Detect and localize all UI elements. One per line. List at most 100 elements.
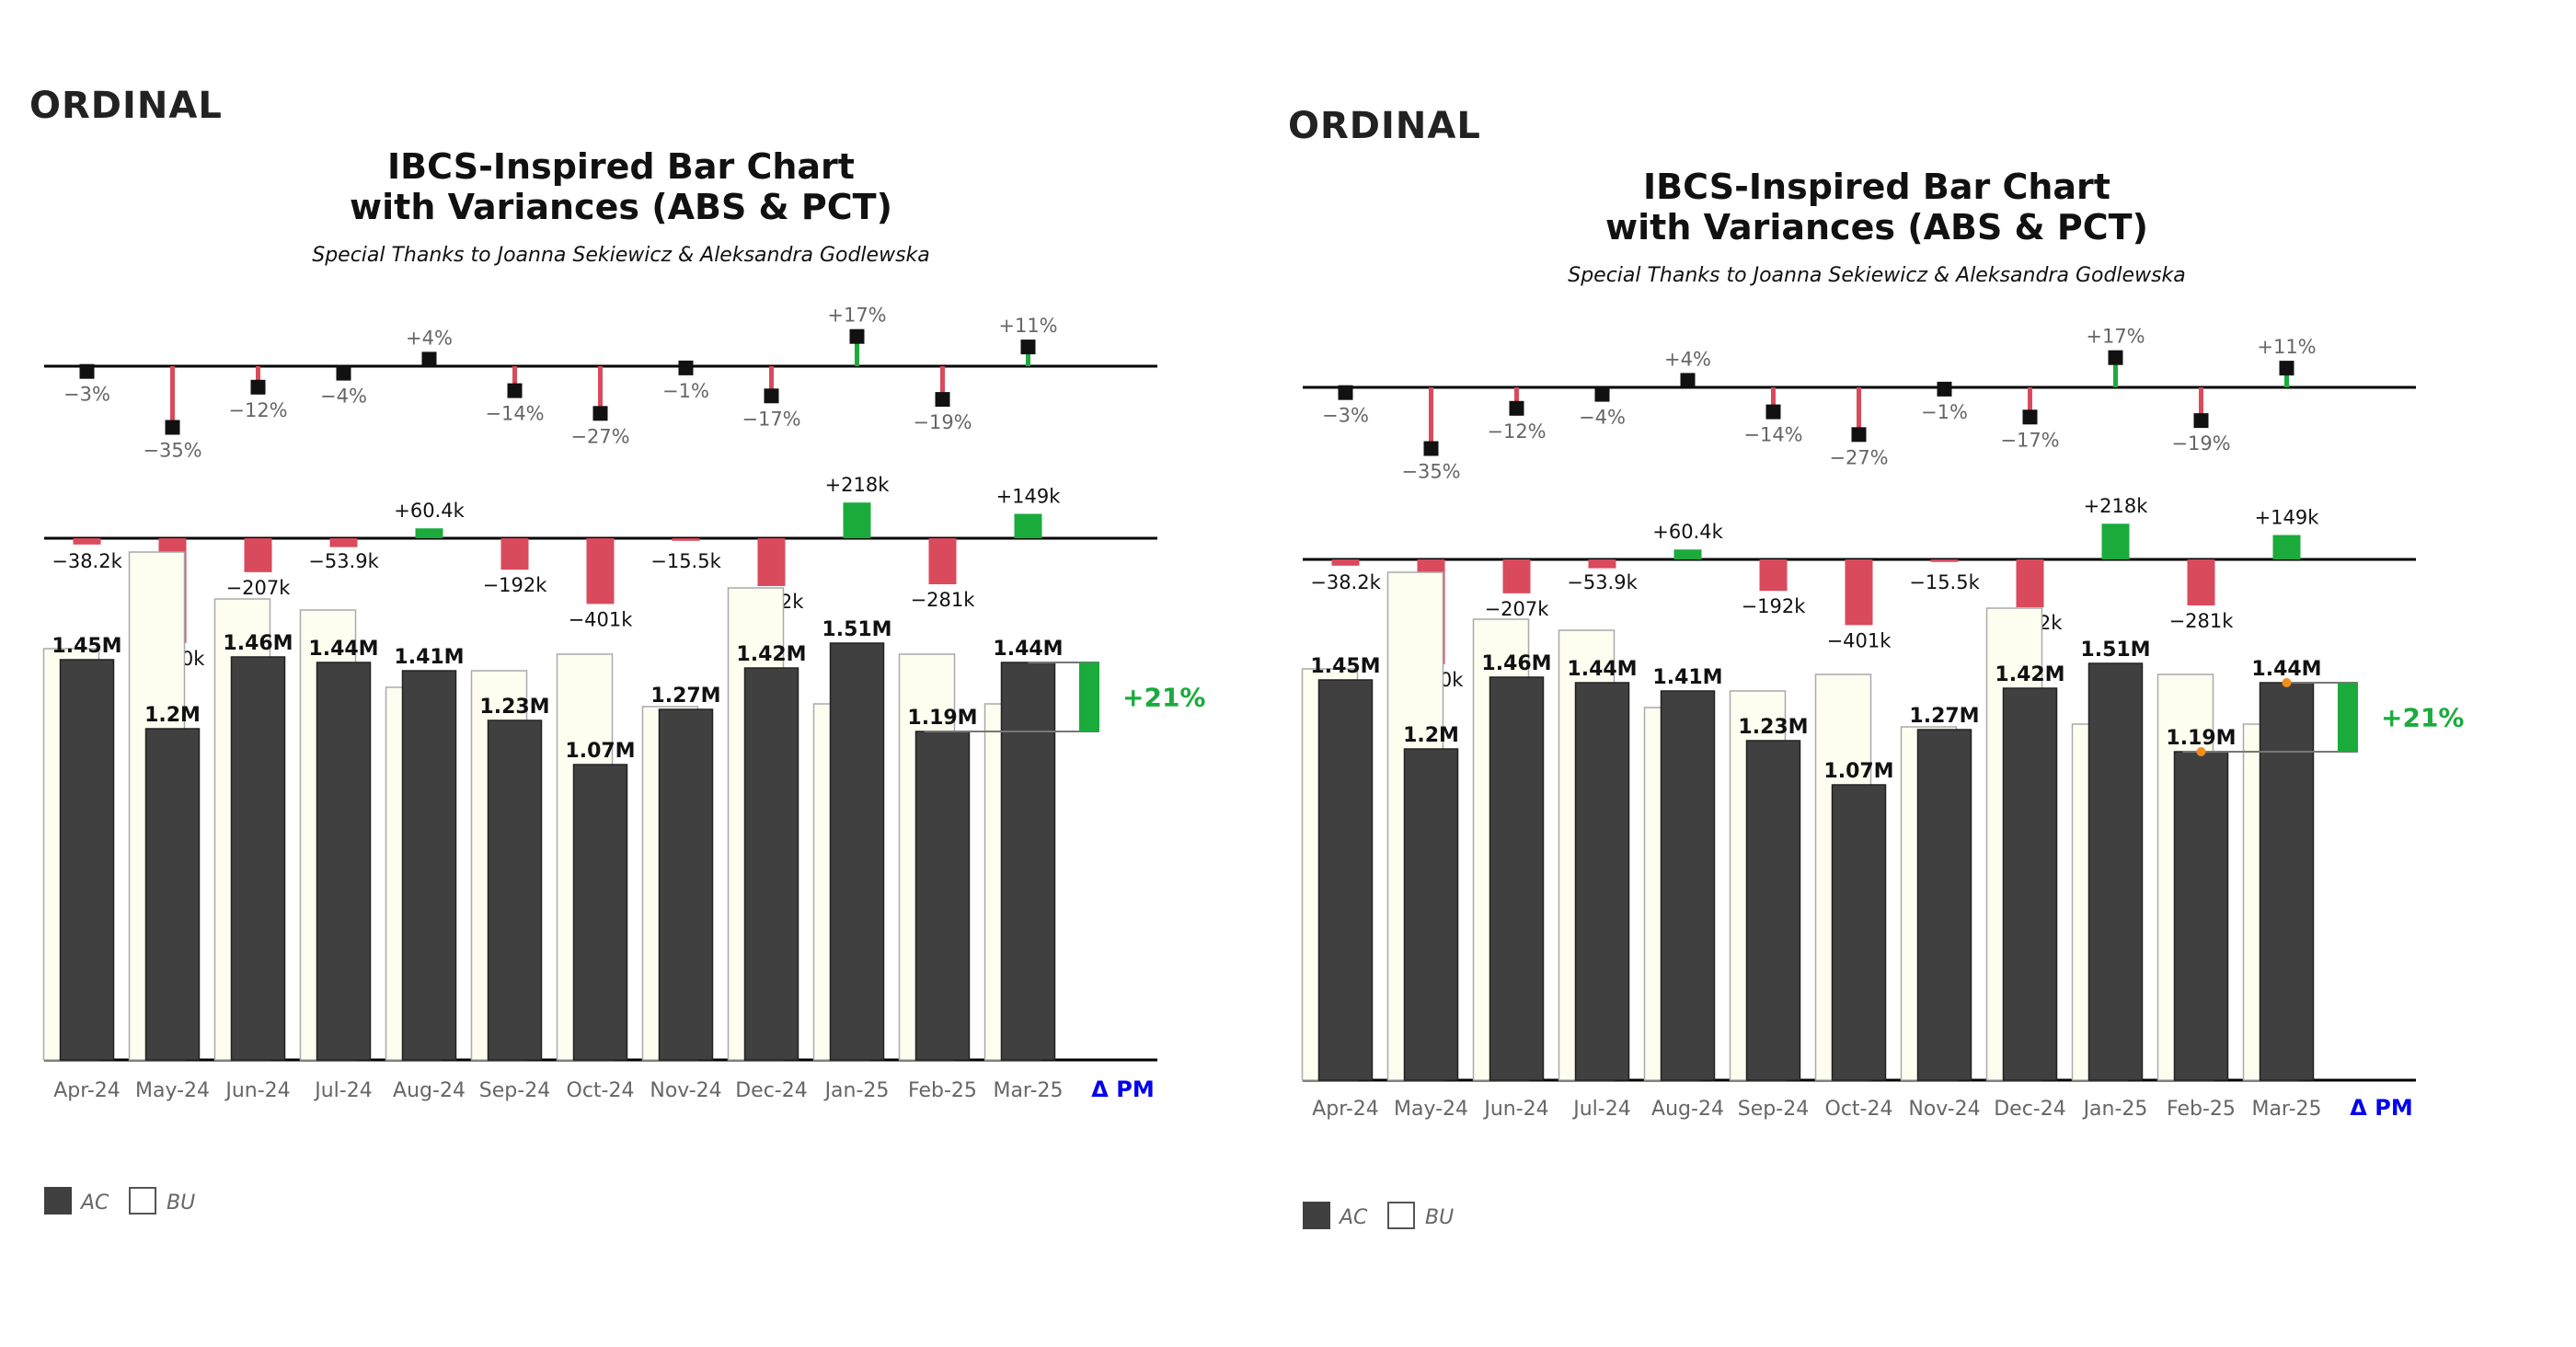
pct-variance-label: +11%: [998, 315, 1057, 337]
pct-variance-label: −17%: [742, 408, 800, 430]
legend-bu-swatch: [1387, 1202, 1415, 1229]
chart-marks-left: −3% −35% −12% −4% +4% −14% −27% −1% −17% +17% −19%…: [42, 305, 1205, 1102]
abs-variance-bar: [757, 538, 786, 586]
ac-bar: [829, 642, 885, 1061]
ac-value-label: 1.45M: [52, 635, 121, 658]
abs-variance-bar: [244, 538, 272, 572]
pct-variance-label: −14%: [1743, 424, 1802, 446]
abs-variance-bar: [1588, 559, 1616, 569]
pct-variance-marker: [1765, 404, 1781, 420]
ac-value-label: 1.27M: [650, 685, 720, 708]
pct-variance-marker: [1594, 386, 1610, 402]
pct-variance-marker: [2108, 350, 2123, 365]
pct-variance-marker: [2022, 409, 2038, 425]
abs-variance-bar: [843, 502, 871, 538]
abs-variance-label: −281k: [2169, 610, 2235, 632]
category-tick-label: Aug-24: [1651, 1098, 1724, 1121]
pct-variance-marker: [165, 420, 180, 435]
pct-variance-label: −27%: [570, 425, 629, 447]
abs-variance-bar: [2016, 559, 2044, 607]
pct-variance-label: −27%: [1829, 446, 1888, 468]
pct-variance-marker: [421, 351, 437, 367]
category-tick-label: Oct-24: [567, 1079, 635, 1102]
ac-value-label: 1.42M: [1995, 663, 2064, 686]
ac-value-label: 1.46M: [223, 632, 293, 655]
ac-bar: [1000, 662, 1056, 1061]
ac-bar: [1489, 676, 1545, 1081]
abs-variance-bar: [1014, 513, 1042, 538]
category-tick-label: Nov-24: [650, 1079, 721, 1102]
ac-value-label: 1.44M: [2251, 658, 2321, 681]
pct-variance-label: −4%: [320, 386, 367, 408]
abs-variance-bar: [1930, 559, 1959, 562]
abs-variance-label: +218k: [825, 474, 891, 496]
ac-bar: [1916, 729, 1972, 1081]
pct-variance-marker: [1937, 381, 1952, 397]
abs-variance-label: −53.9k: [308, 550, 379, 572]
abs-variance-label: −38.2k: [52, 550, 122, 572]
abs-variance-bar: [672, 538, 700, 541]
ac-value-label: 1.19M: [2166, 727, 2236, 750]
category-tick-label: Dec-24: [1994, 1098, 2066, 1121]
category-tick-label: Jun-24: [1482, 1098, 1548, 1121]
abs-variance-label: −401k: [569, 608, 634, 630]
ac-bar: [743, 667, 799, 1061]
category-tick-label: Feb-25: [908, 1079, 977, 1102]
pct-variance-marker: [935, 392, 950, 408]
delta-marker-dot: [2196, 747, 2206, 756]
abs-variance-label: +60.4k: [1652, 521, 1723, 543]
abs-variance-bar: [500, 538, 529, 570]
ac-bar: [1574, 682, 1630, 1081]
brand-logo: ORDINAL: [1288, 105, 1481, 147]
delta-pm-axis-label: Δ PM: [1091, 1076, 1154, 1102]
category-tick-label: May-24: [135, 1079, 210, 1102]
pct-variance-label: −1%: [662, 380, 709, 402]
pct-variance-marker: [250, 379, 266, 395]
ac-value-label: 1.2M: [144, 704, 201, 727]
ac-value-label: 1.27M: [1909, 705, 1979, 728]
pct-variance-marker: [849, 328, 865, 344]
ac-bar: [1831, 784, 1887, 1081]
ac-value-label: 1.23M: [1738, 716, 1808, 739]
category-tick-label: Mar-25: [993, 1079, 1063, 1102]
ac-value-label: 1.23M: [479, 696, 549, 719]
abs-variance-label: −53.9k: [1567, 571, 1638, 593]
abs-variance-bar: [2272, 535, 2301, 559]
delta-pm-axis-label: Δ PM: [2350, 1095, 2412, 1121]
chart-title-line2: with Variances (ABS & PCT): [1605, 207, 2148, 248]
ac-bar: [316, 662, 372, 1061]
abs-variance-bar: [1845, 559, 1873, 626]
abs-variance-label: +149k: [2255, 506, 2320, 528]
abs-variance-bar: [1759, 559, 1788, 592]
pct-variance-label: +11%: [2257, 336, 2316, 358]
ac-value-label: 1.42M: [736, 643, 806, 666]
legend: AC BU: [44, 1187, 195, 1215]
ac-value-label: 1.2M: [1403, 724, 1459, 747]
abs-variance-label: −38.2k: [1310, 571, 1381, 593]
category-tick-label: Jul-24: [1571, 1098, 1630, 1121]
ac-value-label: 1.44M: [993, 638, 1063, 661]
chart-title-line1: IBCS-Inspired Bar Chart: [1643, 167, 2110, 207]
chart-subtitle: Special Thanks to Joanna Sekiewicz & Ale…: [312, 244, 930, 267]
ac-value-label: 1.45M: [1310, 655, 1380, 678]
brand-logo: ORDINAL: [29, 85, 223, 127]
pct-variance-marker: [1020, 340, 1036, 355]
chart-panel-right: ORDINAL IBCS-Inspired Bar Chart with Var…: [1288, 105, 2464, 1229]
ac-value-label: 1.41M: [1652, 666, 1722, 689]
abs-variance-bar: [586, 538, 615, 604]
pct-variance-label: −12%: [228, 399, 287, 421]
abs-variance-bar: [415, 528, 443, 538]
pct-variance-marker: [2279, 361, 2294, 376]
category-tick-label: Aug-24: [393, 1079, 466, 1102]
category-tick-label: May-24: [1394, 1098, 1468, 1121]
abs-variance-label: +218k: [2084, 495, 2149, 517]
ac-value-label: 1.44M: [1567, 658, 1637, 681]
ac-bar: [2002, 687, 2058, 1081]
ac-value-label: 1.44M: [308, 638, 378, 661]
category-tick-label: Jul-24: [313, 1079, 372, 1102]
ac-bar: [572, 764, 628, 1061]
category-tick-label: Jun-24: [224, 1079, 290, 1102]
category-tick-label: Apr-24: [1312, 1098, 1379, 1121]
ac-value-label: 1.51M: [822, 618, 891, 641]
